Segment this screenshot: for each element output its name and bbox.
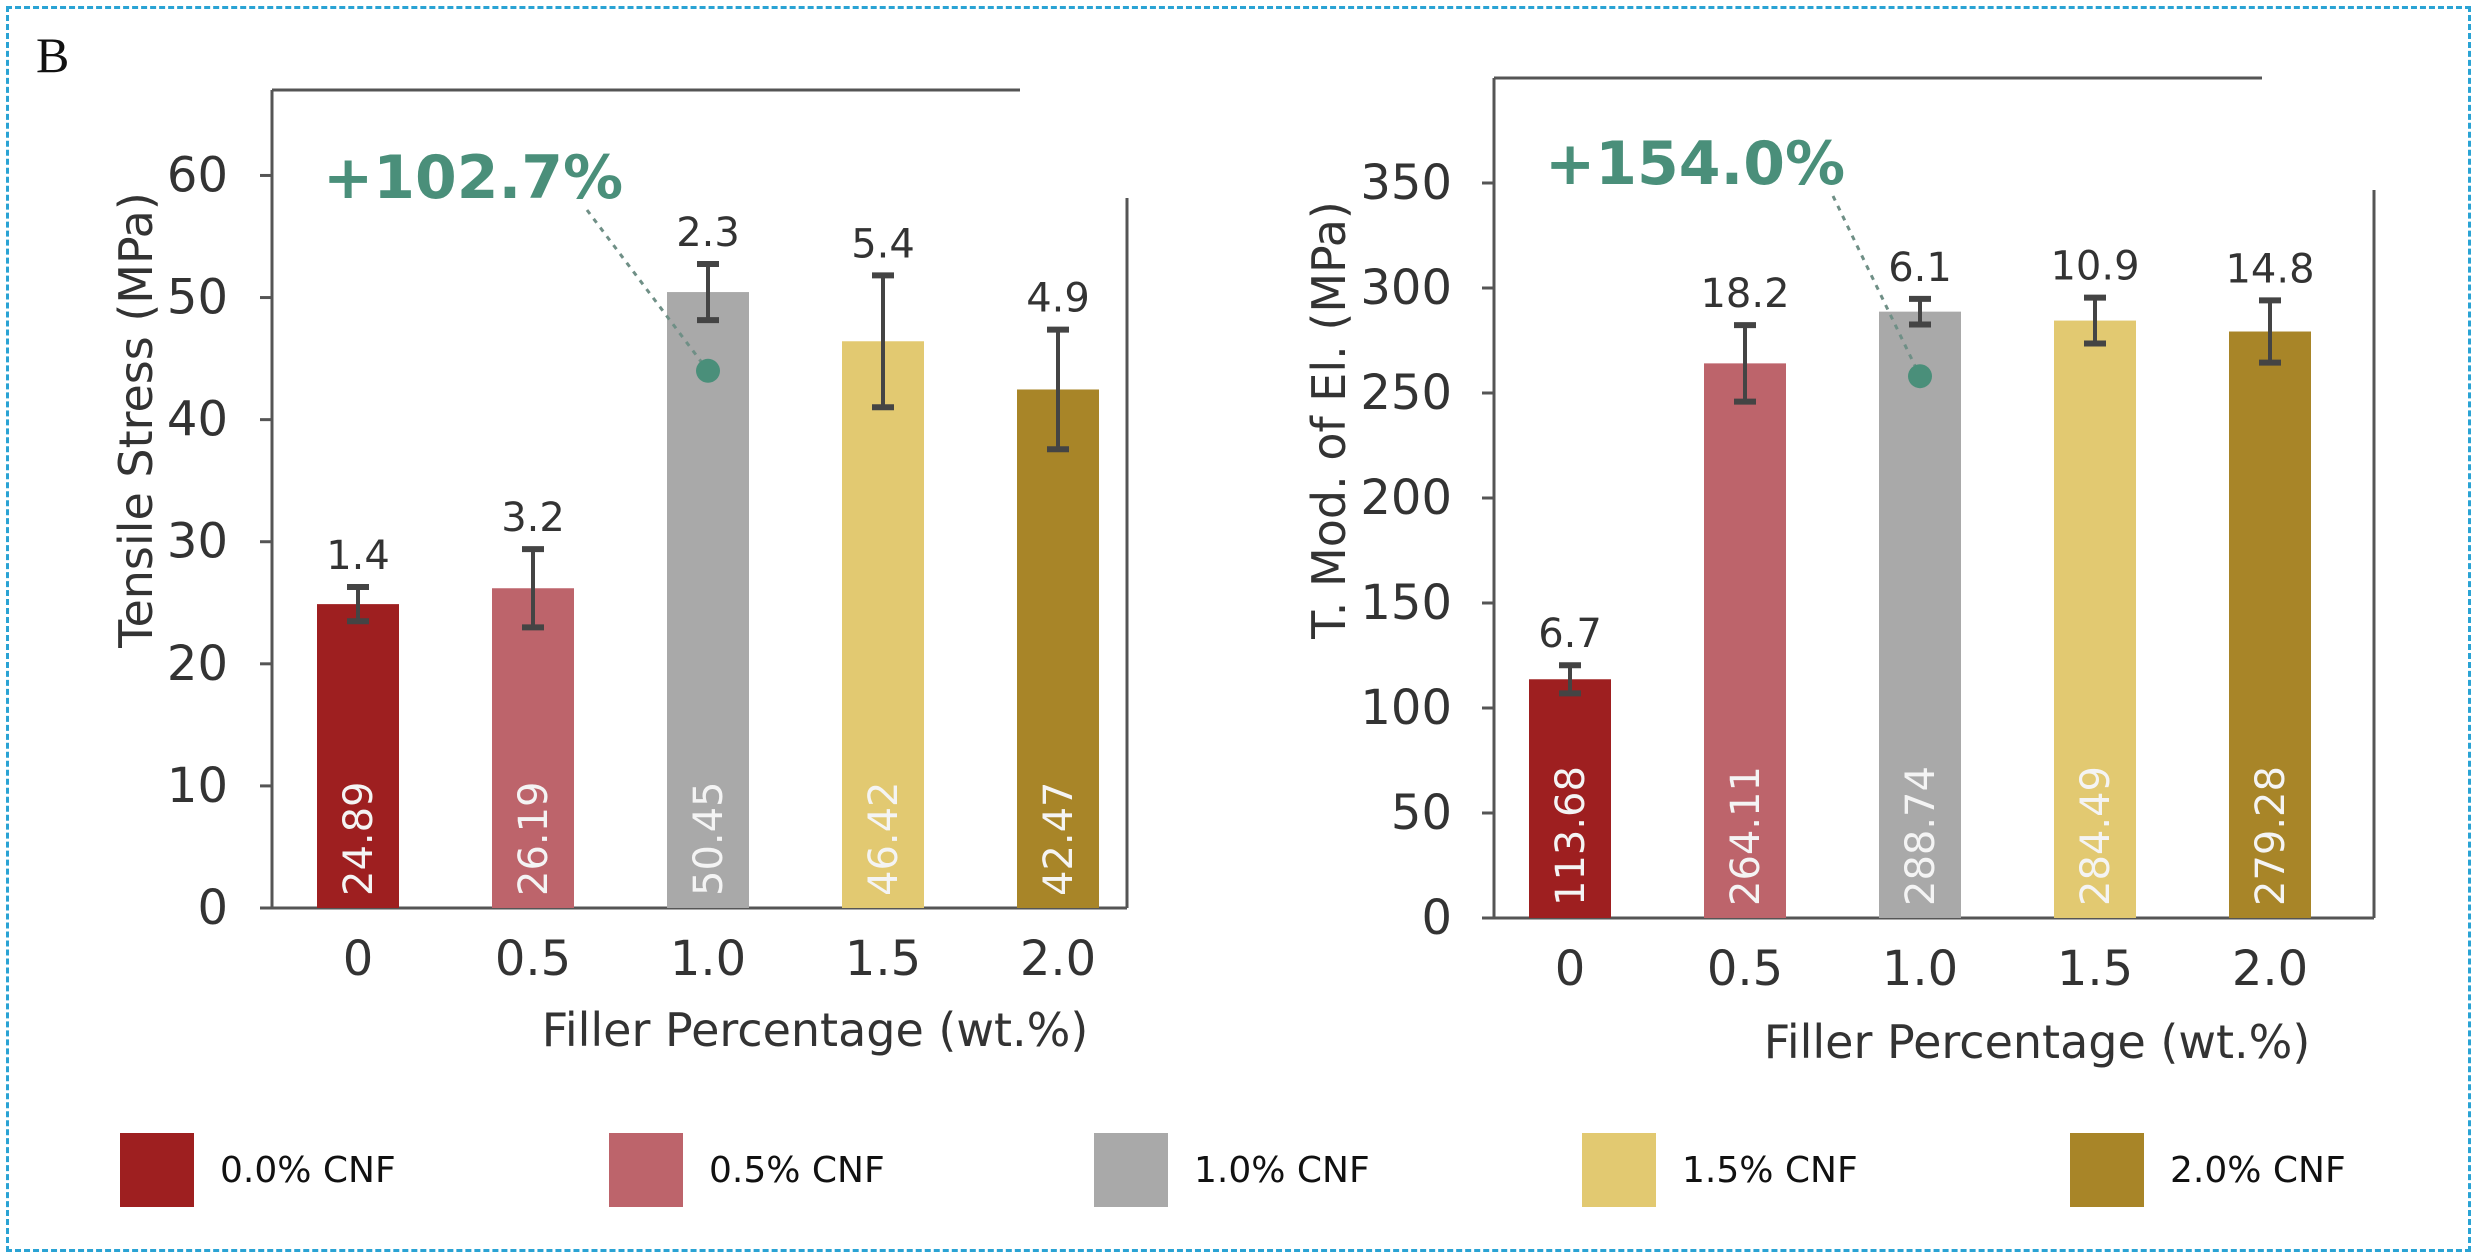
error-label: 6.1 <box>1888 245 1952 291</box>
x-tick-label: 0 <box>1555 941 1586 997</box>
legend-swatch-0 <box>120 1133 194 1207</box>
chart-1: 0 10 20 30 40 50 60 24.89 1.4 0 26.19 3.2 0.5 50.45 2.… <box>109 88 1129 1057</box>
legend-item-1: 0.5% CNF <box>609 1132 885 1208</box>
x-axis-label: Filler Percentage (wt.%) <box>1764 1015 2311 1069</box>
annotation-leader-line <box>585 209 710 372</box>
bar-value-label: 264.11 <box>1723 766 1769 906</box>
legend-swatch-4 <box>2070 1133 2144 1207</box>
bar-value-label: 26.19 <box>511 781 557 896</box>
bar-value-label: 42.47 <box>1036 781 1082 896</box>
x-tick-label: 1.5 <box>845 931 921 987</box>
y-tick-label: 150 <box>1360 575 1452 631</box>
y-tick-label: 10 <box>167 758 228 814</box>
panel-label: B <box>36 27 70 83</box>
bar-value-label: 113.68 <box>1548 766 1594 906</box>
error-label: 3.2 <box>501 495 565 541</box>
bar-0.5 <box>492 588 574 908</box>
y-tick-label: 350 <box>1360 155 1452 211</box>
x-tick-label: 1.0 <box>1882 941 1958 997</box>
legend-swatch-3 <box>1582 1133 1656 1207</box>
y-tick-label: 50 <box>167 270 228 326</box>
y-tick-label: 200 <box>1360 470 1452 526</box>
legend-item-0: 0.0% CNF <box>120 1132 396 1208</box>
x-tick-label: 2.0 <box>2232 941 2308 997</box>
bar-value-label: 284.49 <box>2073 766 2119 906</box>
bar-1.0 <box>667 292 749 908</box>
x-tick-label: 1.0 <box>670 931 746 987</box>
y-tick-label: 250 <box>1360 365 1452 421</box>
x-tick-label: 0.5 <box>495 931 571 987</box>
x-tick-label: 0.5 <box>1707 941 1783 997</box>
x-tick-label: 2.0 <box>1020 931 1096 987</box>
y-tick-label: 30 <box>167 514 228 570</box>
error-label: 6.7 <box>1538 611 1602 657</box>
legend-label-1: 0.5% CNF <box>709 1149 885 1191</box>
y-axis-label: T. Mod. of El. (MPa) <box>1302 201 1356 640</box>
error-label: 2.3 <box>676 210 740 256</box>
legend-swatch-1 <box>609 1133 683 1207</box>
error-label: 4.9 <box>1026 276 1090 322</box>
legend-label-2: 1.0% CNF <box>1194 1149 1370 1191</box>
legend-label-3: 1.5% CNF <box>1682 1149 1858 1191</box>
error-label: 1.4 <box>326 533 390 579</box>
y-axis-label: Tensile Stress (MPa) <box>109 192 163 649</box>
legend-item-3: 1.5% CNF <box>1582 1132 1858 1208</box>
legend-label-4: 2.0% CNF <box>2170 1149 2346 1191</box>
bar-2.0 <box>2229 331 2311 919</box>
annotation-marker <box>1908 364 1932 389</box>
error-label: 14.8 <box>2225 246 2314 292</box>
annotation-leader-line <box>1831 195 1922 377</box>
figure-frame <box>6 6 2471 1252</box>
annotation-text: +154.0% <box>1545 129 1845 199</box>
legend-item-2: 1.0% CNF <box>1094 1132 1370 1208</box>
bar-1.5 <box>842 341 924 909</box>
y-tick-label: 40 <box>167 392 228 448</box>
annotation-text: +102.7% <box>323 143 623 213</box>
y-tick-label: 300 <box>1360 260 1452 316</box>
y-tick-label: 0 <box>1421 890 1452 946</box>
annotation-marker <box>696 358 720 383</box>
bar-0 <box>317 604 399 908</box>
y-tick-label: 50 <box>1391 785 1452 841</box>
bar-value-label: 24.89 <box>336 781 382 896</box>
error-label: 10.9 <box>2050 244 2139 290</box>
legend: 0.0% CNF 0.5% CNF 1.0% CNF 1.5% CNF 2.0%… <box>0 1132 2477 1212</box>
x-axis-label: Filler Percentage (wt.%) <box>542 1003 1089 1057</box>
bar-value-label: 46.42 <box>861 781 907 896</box>
legend-swatch-2 <box>1094 1133 1168 1207</box>
bar-value-label: 288.74 <box>1898 766 1944 906</box>
bar-1.5 <box>2054 320 2136 918</box>
bar-0.5 <box>1704 363 1786 918</box>
y-tick-label: 60 <box>167 147 228 203</box>
bar-1.0 <box>1879 311 1961 918</box>
bar-0 <box>1529 679 1611 918</box>
chart-2: 0 50 100 150 200 250 300 350 113.68 6.7 0 264.11 18.… <box>1302 76 2376 1069</box>
y-tick-label: 100 <box>1360 680 1452 736</box>
bar-value-label: 50.45 <box>686 781 732 896</box>
error-label: 5.4 <box>851 221 915 267</box>
bar-2.0 <box>1017 389 1099 908</box>
bar-value-label: 279.28 <box>2248 766 2294 906</box>
legend-item-4: 2.0% CNF <box>2070 1132 2346 1208</box>
x-tick-label: 0 <box>343 931 374 987</box>
y-tick-label: 20 <box>167 636 228 692</box>
x-tick-label: 1.5 <box>2057 941 2133 997</box>
error-label: 18.2 <box>1700 271 1789 317</box>
legend-label-0: 0.0% CNF <box>220 1149 396 1191</box>
y-tick-label: 0 <box>197 880 228 936</box>
